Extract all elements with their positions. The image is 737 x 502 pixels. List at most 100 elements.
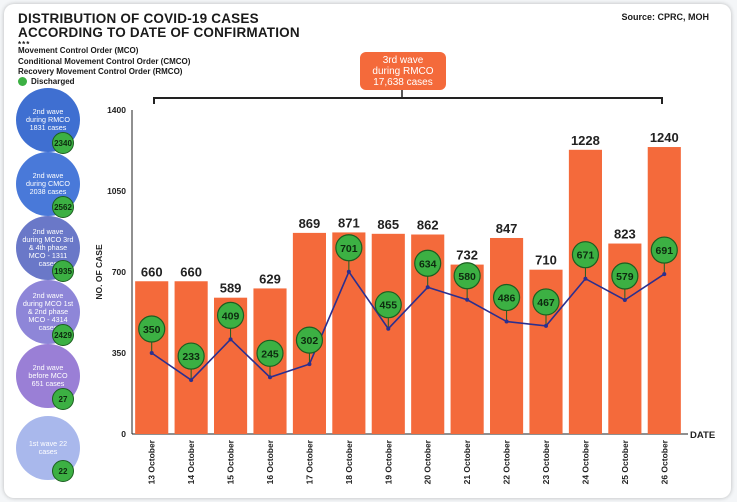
discharged-value-4: 302: [301, 335, 319, 347]
wave-text-3: 2nd wave during MCO 3rd & 4th phase MCO …: [22, 227, 74, 268]
title-line-2: ACCORDING TO DATE OF CONFIRMATION: [18, 25, 300, 40]
discharged-point-1: [189, 378, 194, 383]
banner-line-2: during RMCO: [372, 65, 434, 77]
discharged-bubble-5: [335, 234, 363, 262]
definition-rmco: Recovery Movement Control Order (RMCO): [18, 67, 183, 76]
legend-label: Discharged: [31, 77, 75, 86]
x-tick-label-5: 18 October: [344, 439, 354, 484]
discharged-bubble-2: [216, 301, 245, 329]
discharged-value-5: 701: [340, 243, 358, 255]
x-axis-title: DATE: [690, 430, 715, 441]
discharged-line: [151, 270, 665, 382]
bar-value-3: 629: [259, 271, 281, 286]
wave-text-6: 1st wave 22 cases: [28, 439, 68, 456]
y-tick-label-2: 700: [112, 267, 126, 277]
wave-count-1: 2340: [52, 132, 74, 154]
discharged-bubble-10: [532, 288, 560, 316]
discharged-bubble-12: [611, 262, 639, 290]
bar-value-1: 660: [180, 264, 202, 279]
definition-cmco: Conditional Movement Control Order (CMCO…: [18, 56, 191, 66]
discharged-bubble-7: [414, 249, 442, 277]
bar-value-10: 710: [535, 253, 557, 268]
discharged-point-13: [662, 272, 667, 277]
source-note: Source: CPRC, MOH: [621, 12, 709, 22]
wave-text-4: 2nd wave during MCO 1st & 2nd phase MCO …: [22, 291, 74, 332]
bar-value-11: 1228: [571, 133, 600, 148]
definition-mco: Movement Control Order (MCO): [18, 46, 139, 55]
discharged-value-0: 350: [143, 324, 161, 336]
legend: Discharged: [18, 77, 75, 86]
discharged-value-7: 634: [419, 258, 437, 270]
discharged-point-6: [386, 326, 391, 331]
x-tick-label-3: 16 October: [265, 439, 275, 484]
discharged-bubble-11: [571, 241, 600, 269]
wave-count-3: 1935: [52, 260, 74, 282]
bar-value-12: 823: [614, 227, 636, 242]
bar-value-4: 869: [299, 216, 321, 231]
wave-count-6: 22: [52, 460, 74, 482]
y-tick-label-1: 350: [112, 348, 126, 358]
discharged-point-8: [465, 297, 470, 302]
discharged-point-9: [504, 319, 509, 324]
discharged-point-12: [622, 298, 627, 303]
bar-value-0: 660: [141, 264, 163, 279]
wave-count-4: 2429: [52, 324, 74, 346]
bar-9: [490, 237, 524, 434]
banner-line-3: 17,638 cases: [373, 76, 433, 88]
x-tick-label-13: 26 October: [659, 439, 669, 484]
x-tick-label-8: 21 October: [462, 439, 472, 484]
y-tick-label-0: 0: [121, 429, 126, 439]
discharged-value-10: 467: [537, 297, 555, 309]
discharged-bubble-6: [374, 291, 402, 319]
bar-value-13: 1240: [650, 130, 679, 145]
discharged-bubble-1: [177, 342, 205, 370]
wave-count-2: 2562: [52, 196, 74, 218]
x-tick-label-0: 13 October: [147, 439, 157, 484]
wave-text-2: 2nd wave during CMCO 2038 cases: [26, 171, 70, 196]
x-tick-label-4: 17 October: [304, 439, 314, 484]
infographic-card: DISTRIBUTION OF COVID-19 CASES ACCORDING…: [4, 4, 731, 498]
x-tick-label-12: 25 October: [620, 439, 630, 484]
banner-line-1: 3rd wave: [382, 54, 424, 66]
discharged-legend-dot: [18, 77, 27, 86]
x-tick-label-7: 20 October: [423, 439, 433, 484]
bar-0: [135, 281, 169, 434]
discharged-point-0: [149, 351, 154, 355]
discharged-point-2: [228, 337, 233, 342]
y-tick-label-3: 1050: [107, 186, 126, 196]
bar-13: [647, 147, 681, 434]
discharged-bubble-13: [650, 236, 678, 264]
wave-bubble-2: 2nd wave during CMCO 2038 cases: [16, 152, 80, 216]
discharged-bubble-0: [138, 315, 166, 343]
definitions: Movement Control Order (MCO) Conditional…: [18, 46, 190, 78]
discharged-value-12: 579: [616, 271, 634, 283]
wave-count-5: 27: [52, 388, 74, 410]
x-tick-label-10: 23 October: [541, 439, 551, 484]
discharged-point-3: [268, 375, 272, 380]
discharged-value-11: 671: [577, 250, 595, 262]
y-tick-label-4: 1400: [107, 105, 126, 115]
bar-value-9: 847: [496, 221, 518, 236]
bar-value-6: 865: [377, 217, 399, 232]
discharged-value-3: 245: [261, 348, 279, 360]
discharged-bubble-9: [492, 283, 521, 312]
bar-6: [371, 233, 405, 434]
x-tick-label-9: 22 October: [502, 439, 512, 484]
chart-title: DISTRIBUTION OF COVID-19 CASES ACCORDING…: [18, 12, 300, 40]
discharged-bubble-3: [256, 339, 284, 367]
bar-value-5: 871: [338, 215, 360, 230]
discharged-point-4: [307, 362, 312, 367]
wave-text-1: 2nd wave during RMCO 1831 cases: [26, 107, 70, 132]
discharged-bubble-4: [295, 326, 324, 354]
y-axis-title: NO. OF CASE: [94, 244, 104, 300]
title-line-1: DISTRIBUTION OF COVID-19 CASES: [18, 11, 259, 26]
discharged-point-10: [544, 323, 548, 328]
chart-svg: 0 350 700 1050 1400 DATE NO. OF CASE 660 13 Octo…: [94, 90, 715, 484]
x-tick-label-1: 14 October: [186, 439, 196, 484]
discharged-value-13: 691: [656, 245, 674, 257]
discharged-value-9: 486: [498, 293, 516, 305]
x-tick-label-6: 19 October: [383, 439, 393, 484]
discharged-point-5: [346, 269, 351, 274]
bar-value-7: 862: [417, 218, 439, 233]
discharged-value-8: 580: [458, 271, 476, 283]
